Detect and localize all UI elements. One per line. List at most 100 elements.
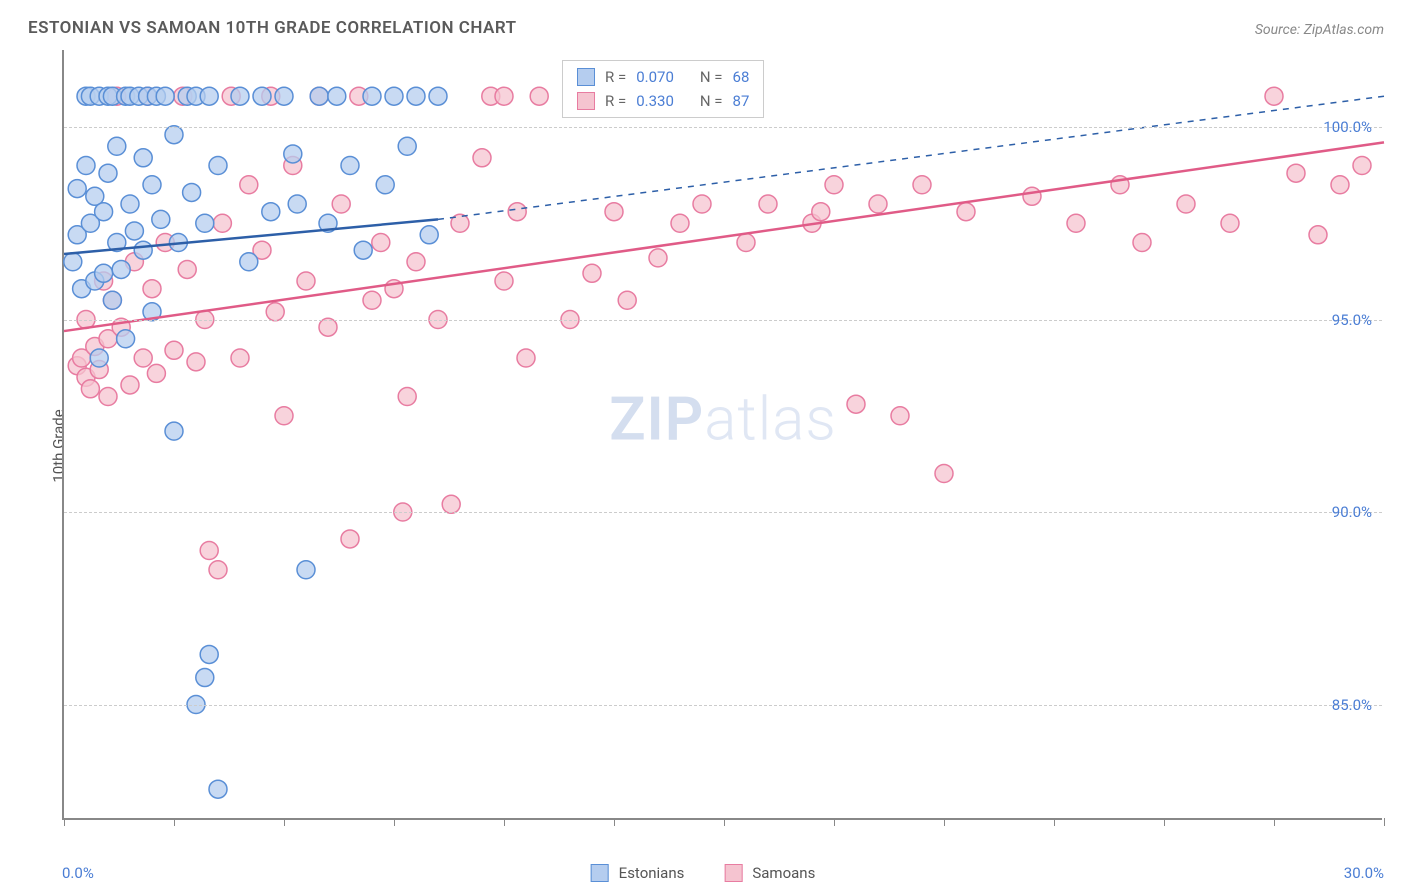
legend-label: Samoans <box>752 864 815 882</box>
scatter-point <box>165 341 183 359</box>
scatter-point <box>297 272 315 290</box>
scatter-point <box>125 222 143 240</box>
scatter-point <box>495 87 513 105</box>
x-tick <box>64 818 65 826</box>
scatter-point <box>68 180 86 198</box>
scatter-point <box>354 241 372 259</box>
gridline <box>64 705 1382 706</box>
x-tick <box>614 818 615 826</box>
scatter-point <box>165 422 183 440</box>
series-legend: Estonians Samoans <box>591 864 816 882</box>
scatter-point <box>869 195 887 213</box>
scatter-point <box>1331 176 1349 194</box>
scatter-point <box>200 645 218 663</box>
scatter-point <box>284 145 302 163</box>
scatter-point <box>398 388 416 406</box>
scatter-point <box>1287 164 1305 182</box>
y-tick-label: 95.0% <box>1332 311 1372 329</box>
scatter-point <box>442 495 460 513</box>
scatter-point <box>605 203 623 221</box>
y-tick-label: 90.0% <box>1332 503 1372 521</box>
scatter-point <box>231 349 249 367</box>
x-tick <box>284 818 285 826</box>
scatter-point <box>147 364 165 382</box>
scatter-point <box>812 203 830 221</box>
x-tick <box>1384 818 1385 826</box>
scatter-point <box>108 137 126 155</box>
scatter-point <box>165 126 183 144</box>
scatter-point <box>363 87 381 105</box>
scatter-point <box>1177 195 1195 213</box>
scatter-point <box>253 87 271 105</box>
scatter-point <box>1221 214 1239 232</box>
n-value: 68 <box>733 68 750 86</box>
scatter-point <box>935 465 953 483</box>
scatter-point <box>407 253 425 271</box>
scatter-point <box>618 291 636 309</box>
scatter-point <box>90 349 108 367</box>
scatter-point <box>1067 214 1085 232</box>
scatter-point <box>266 303 284 321</box>
scatter-point <box>200 542 218 560</box>
scatter-point <box>134 149 152 167</box>
scatter-point <box>332 195 350 213</box>
stats-legend: R = 0.070 N = 68 R = 0.330N = 87 <box>562 60 764 118</box>
scatter-point <box>121 376 139 394</box>
scatter-point <box>473 149 491 167</box>
scatter-point <box>152 210 170 228</box>
scatter-point <box>583 264 601 282</box>
gridline <box>64 127 1382 128</box>
x-tick <box>944 818 945 826</box>
scatter-point <box>143 176 161 194</box>
scatter-point <box>209 780 227 798</box>
scatter-point <box>103 291 121 309</box>
scatter-point <box>530 87 548 105</box>
r-label: R = <box>605 68 626 86</box>
scatter-point <box>99 388 117 406</box>
stats-legend-row: R = 0.330N = 87 <box>563 89 763 113</box>
x-tick <box>1274 818 1275 826</box>
scatter-point <box>240 253 258 271</box>
scatter-point <box>341 157 359 175</box>
scatter-point <box>737 234 755 252</box>
chart-title: ESTONIAN VS SAMOAN 10TH GRADE CORRELATIO… <box>28 18 517 38</box>
scatter-point <box>363 291 381 309</box>
scatter-point <box>328 87 346 105</box>
scatter-point <box>420 226 438 244</box>
scatter-point <box>341 530 359 548</box>
scatter-point <box>376 176 394 194</box>
scatter-point <box>693 195 711 213</box>
r-label: R = <box>605 92 626 110</box>
scatter-point <box>231 87 249 105</box>
x-tick <box>174 818 175 826</box>
y-tick-label: 100.0% <box>1323 118 1372 136</box>
scatter-point <box>1133 234 1151 252</box>
scatter-point <box>209 561 227 579</box>
scatter-point <box>77 157 95 175</box>
gridline <box>64 320 1382 321</box>
scatter-point <box>297 561 315 579</box>
scatter-point <box>143 280 161 298</box>
n-label: N = <box>700 68 723 86</box>
scatter-point <box>117 330 135 348</box>
legend-item-samoans: Samoans <box>724 864 815 882</box>
scatter-point <box>134 241 152 259</box>
x-axis-start-label: 0.0% <box>62 864 94 882</box>
gridline <box>64 512 1382 513</box>
scatter-point <box>112 260 130 278</box>
scatter-point <box>275 407 293 425</box>
scatter-point <box>671 214 689 232</box>
scatter-point <box>1023 187 1041 205</box>
x-tick <box>394 818 395 826</box>
scatter-point <box>200 87 218 105</box>
scatter-point <box>209 157 227 175</box>
scatter-point <box>913 176 931 194</box>
x-tick <box>834 818 835 826</box>
scatter-point <box>319 318 337 336</box>
scatter-point <box>759 195 777 213</box>
r-value: 0.070 <box>636 68 674 86</box>
scatter-point <box>213 214 231 232</box>
y-tick-label: 85.0% <box>1332 696 1372 714</box>
scatter-point <box>288 195 306 213</box>
scatter-point <box>275 87 293 105</box>
